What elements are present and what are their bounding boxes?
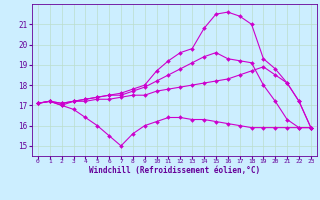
- X-axis label: Windchill (Refroidissement éolien,°C): Windchill (Refroidissement éolien,°C): [89, 166, 260, 175]
